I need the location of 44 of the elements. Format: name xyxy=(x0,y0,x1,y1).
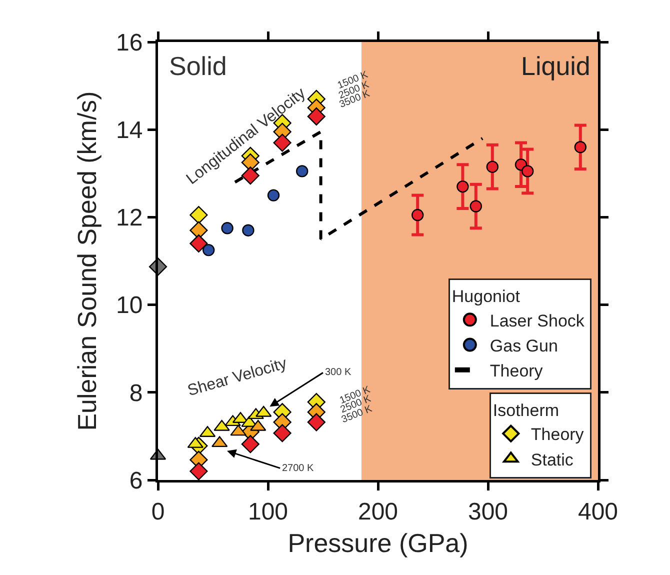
y-tick-label: 14 xyxy=(116,117,143,144)
y-tick-label: 10 xyxy=(116,292,143,320)
point xyxy=(242,224,254,236)
point xyxy=(273,424,292,442)
point xyxy=(307,413,326,432)
text: Hugoniot xyxy=(452,287,520,306)
y-tick-label: 6 xyxy=(129,467,143,494)
point xyxy=(470,200,482,212)
point xyxy=(267,189,280,202)
point xyxy=(522,165,534,178)
x-tick-label: 200 xyxy=(358,498,398,526)
point xyxy=(574,141,586,154)
point xyxy=(486,160,498,173)
x-tick-label: 300 xyxy=(468,498,508,526)
legend-label: Laser Shock xyxy=(490,311,585,330)
x-tick-label: 100 xyxy=(248,498,288,526)
band-label: Liquid xyxy=(521,51,590,81)
point xyxy=(190,462,208,480)
y-tick-label: 16 xyxy=(116,29,143,56)
text: Isotherm xyxy=(492,401,560,420)
legend-label: Theory xyxy=(490,362,544,380)
point xyxy=(273,134,292,152)
point xyxy=(296,165,308,178)
y-tick-label: 8 xyxy=(129,380,143,407)
x-axis-title: Pressure (GPa) xyxy=(288,528,468,558)
point xyxy=(190,234,208,253)
annotation: Shear Velocity xyxy=(186,355,289,400)
point xyxy=(221,222,234,234)
point xyxy=(456,180,469,193)
x-tick-label: 400 xyxy=(578,498,618,526)
point xyxy=(412,208,424,222)
annotation: 2700 K xyxy=(282,463,314,474)
point xyxy=(190,206,208,224)
annotation: 300 K xyxy=(325,367,352,378)
y-axis-title: Eulerian Sound Speed (km/s) xyxy=(72,91,102,431)
annotation: Solid xyxy=(169,51,227,81)
y-tick-label: 12 xyxy=(116,204,143,232)
legend-label: Static xyxy=(530,450,574,470)
point xyxy=(307,107,326,126)
legend-label: Theory xyxy=(530,425,584,444)
point xyxy=(202,244,215,256)
x-tick-label: 0 xyxy=(151,498,165,526)
legend-label: Gas Gun xyxy=(490,336,558,356)
point xyxy=(241,435,260,454)
